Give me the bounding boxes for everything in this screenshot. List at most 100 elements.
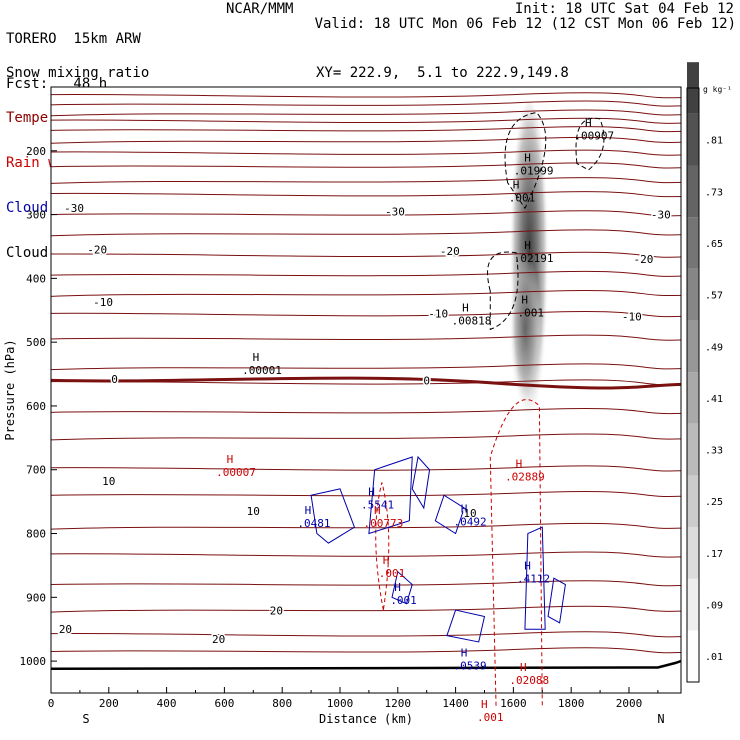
ice-contour	[504, 111, 547, 210]
colorbar-frame	[686, 87, 700, 683]
colorbar-unit: g kg⁻¹	[703, 85, 732, 94]
colorbar-label: .09	[705, 601, 723, 612]
temperature-line	[50, 290, 682, 297]
temperature-label: 10	[102, 475, 115, 488]
temperature-label: 20	[270, 605, 283, 618]
colorbar-label: .01	[705, 652, 723, 663]
colorbar-segment	[687, 475, 699, 528]
temperature-line	[50, 251, 682, 258]
y-tick-label: 900	[26, 591, 46, 604]
max-value: .001	[517, 306, 544, 319]
cloud-water-contour	[391, 570, 413, 605]
max-value: .0539	[453, 660, 486, 673]
x-tick-label: 1200	[385, 697, 412, 710]
max-marker: H	[462, 302, 469, 315]
max-value: .00773	[363, 517, 403, 530]
label-layer: -30 -30 -30 -20 -20 -20 -10 -10 -10 0 0 10 10 10 20 20 2…	[57, 117, 672, 724]
temperature-label: 0	[111, 373, 118, 386]
temperature-line	[50, 580, 682, 587]
temperature-line	[50, 109, 682, 117]
temperature-line	[50, 311, 682, 318]
temperature-line	[50, 136, 682, 144]
x-tick-label: 200	[99, 697, 119, 710]
temperature-line	[50, 408, 682, 415]
x-tick-label: 400	[157, 697, 177, 710]
colorbar-segment	[687, 423, 699, 476]
max-marker: H	[461, 647, 468, 660]
colorbar-label: .33	[705, 446, 723, 457]
colorbar-segment	[687, 527, 699, 579]
temperature-line	[50, 100, 682, 107]
colorbar-segment	[687, 113, 699, 166]
max-value: .4112	[517, 572, 550, 585]
cloud-water-contour	[524, 526, 546, 630]
max-value: .001	[379, 567, 406, 580]
ice-contour-3	[487, 251, 519, 331]
colorbar-segment	[687, 320, 699, 373]
x-tick-label: 800	[272, 697, 292, 710]
y-tick-label: 200	[26, 145, 46, 158]
temperature-line	[50, 229, 682, 237]
init-time: Init: 18 UTC Sat 04 Feb 12	[514, 1, 734, 17]
cloud-water-contour	[411, 455, 431, 510]
max-value: .5541	[361, 498, 394, 511]
xsec-coords-1: XY= 222.9, 5.1 to 222.9,149.8	[316, 65, 569, 81]
temperature-line	[50, 177, 682, 184]
max-value: .0481	[297, 517, 330, 530]
temperature-label: -20	[87, 244, 107, 257]
x-tick-label: 0	[48, 697, 55, 710]
max-marker: H	[253, 351, 260, 364]
max-marker: H	[521, 293, 528, 306]
temperature-label: 20	[212, 633, 225, 646]
max-marker: H	[227, 453, 234, 466]
max-marker: H	[524, 152, 531, 165]
max-value: .02191	[514, 252, 554, 265]
zero-isotherm	[50, 376, 682, 390]
temperature-line	[50, 117, 682, 124]
max-value: .00907	[574, 130, 614, 143]
contour-layer	[50, 92, 682, 706]
max-value: .01999	[514, 165, 554, 178]
endpoint-right: N	[657, 712, 664, 726]
colorbar: .01 .09 .17 .25 .33 .41 .49 .57 .65 .73 .81 g kg⁻¹	[686, 62, 732, 683]
x-tick-label: 2000	[616, 697, 643, 710]
max-value: .001	[477, 711, 504, 724]
plot-frame	[50, 86, 682, 694]
max-value: .00007	[216, 466, 256, 479]
temperature-label: -30	[385, 205, 405, 218]
colorbar-label: .65	[705, 239, 723, 250]
x-tick-label: 1000	[327, 697, 354, 710]
colorbar-label: .25	[705, 497, 723, 508]
max-marker: H	[374, 504, 381, 517]
cloud-water-contour	[368, 456, 413, 535]
colorbar-label: .73	[705, 187, 723, 198]
valid-time: Valid: 18 UTC Mon 06 Feb 12 (12 CST Mon …	[314, 16, 736, 32]
temperature-line	[50, 162, 682, 169]
cloud-water-contour	[434, 494, 465, 535]
max-value: .00818	[452, 315, 492, 328]
temperature-label: 10	[463, 507, 476, 520]
max-marker: H	[368, 485, 375, 498]
max-marker: H	[516, 457, 523, 470]
max-marker: H	[383, 554, 390, 567]
colorbar-label: .17	[705, 549, 723, 560]
max-marker: H	[524, 239, 531, 252]
temperature-label: -20	[633, 253, 653, 266]
model-name: TORERO 15km ARW	[6, 31, 141, 47]
temperature-label: -10	[428, 307, 448, 320]
temperature-label: 20	[59, 623, 72, 636]
temperature-line	[50, 363, 682, 371]
center-name: NCAR/MMM	[226, 1, 294, 17]
temperature-line	[50, 631, 682, 638]
max-value: .001	[509, 192, 536, 205]
max-marker: H	[524, 559, 531, 572]
max-value: .02889	[505, 470, 545, 483]
max-marker: H	[520, 661, 527, 674]
y-tick-label: 700	[26, 464, 46, 477]
colorbar-segment	[687, 578, 699, 631]
colorbar-segment	[687, 630, 699, 682]
temperature-label: 0	[423, 374, 430, 387]
temperature-line	[50, 149, 682, 156]
temperature-line	[50, 647, 682, 654]
x-axis-title: Distance (km)	[319, 712, 413, 726]
